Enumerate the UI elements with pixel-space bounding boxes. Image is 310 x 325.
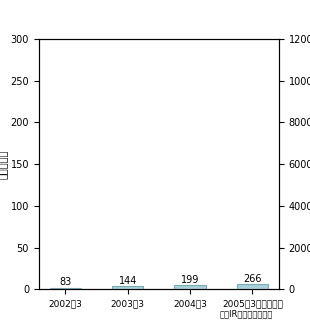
Text: 144: 144 xyxy=(118,276,137,286)
Bar xyxy=(175,285,206,289)
Bar xyxy=(112,286,143,289)
Y-axis label: （万口座）: （万口座） xyxy=(0,150,8,179)
Bar xyxy=(50,288,81,289)
Text: 各社IR資料により作成: 各社IR資料により作成 xyxy=(219,309,273,318)
Text: 199: 199 xyxy=(181,275,199,285)
Text: 266: 266 xyxy=(243,274,262,284)
Bar xyxy=(237,284,268,289)
Text: 83: 83 xyxy=(59,278,71,287)
